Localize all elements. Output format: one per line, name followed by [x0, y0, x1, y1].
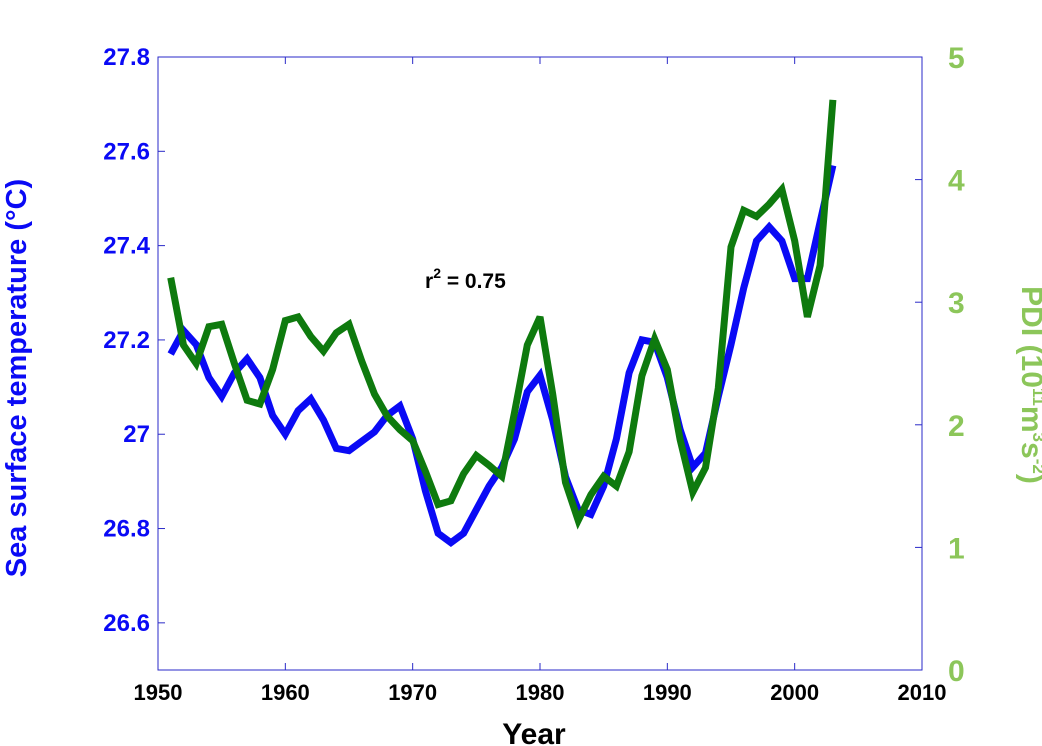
y-right-tick-label: 1 [948, 532, 965, 565]
y-left-tick-label: 27 [123, 421, 150, 448]
y-right-axis-label: PDI (1011m3s-2) [1015, 286, 1042, 484]
y-right-tick-label: 0 [948, 655, 965, 688]
y-right-label-prefix: PDI (10 [1015, 286, 1042, 388]
plot-area [157, 56, 923, 671]
ticks-layer: 26.6 26.8 27 27.2 27.4 27.6 27.8 0 1 2 3 4 5 1950 1960… [103, 42, 965, 705]
y-left-tick-label: 26.8 [103, 516, 150, 543]
y-right-tick-label: 2 [948, 410, 965, 443]
series-layer [167, 99, 837, 548]
y-right-tick-label: 3 [948, 287, 965, 320]
labels-layer: Year Sea surface temperature (°C) PDI (1… [1, 179, 1042, 746]
y-left-label-main: Sea surface temperature ( [1, 221, 33, 578]
r-squared-annotation: r2 = 0.75 [425, 265, 506, 293]
y-left-tick-label: 27.2 [103, 327, 150, 354]
y-left-tick-label: 27.4 [103, 233, 150, 260]
y-right-label-suffix: ) [1015, 474, 1042, 484]
r-squared-sup: 2 [433, 265, 441, 281]
x-tick-label: 1960 [261, 680, 310, 705]
pdi-series-line [167, 99, 837, 530]
x-tick-label: 2010 [898, 680, 947, 705]
y-right-label-mid2: s [1015, 442, 1042, 459]
y-left-tick-label: 27.6 [103, 138, 150, 165]
y-right-tick-label: 5 [948, 42, 965, 75]
r-squared-rest: = 0.75 [441, 270, 506, 293]
x-tick-label: 1990 [643, 680, 692, 705]
x-tick-label: 2000 [770, 680, 819, 705]
y-right-label-exp1: 11 [1029, 388, 1042, 406]
y-left-tick-label: 26.6 [103, 610, 150, 637]
y-left-label-unit: °C) [1, 179, 33, 221]
y-right-tick-label: 4 [948, 165, 965, 198]
x-tick-label: 1970 [388, 680, 437, 705]
x-tick-label: 1980 [516, 680, 565, 705]
x-axis-label: Year [502, 718, 566, 746]
x-tick-label: 1950 [134, 680, 183, 705]
y-right-label-exp2: 3 [1029, 433, 1042, 442]
y-right-label-exp3: -2 [1029, 459, 1042, 474]
y-right-label-mid1: m [1015, 406, 1042, 433]
r-squared-base: r [425, 270, 433, 293]
y-left-axis-label: Sea surface temperature (°C) [1, 179, 33, 577]
y-left-tick-label: 27.8 [103, 44, 150, 71]
